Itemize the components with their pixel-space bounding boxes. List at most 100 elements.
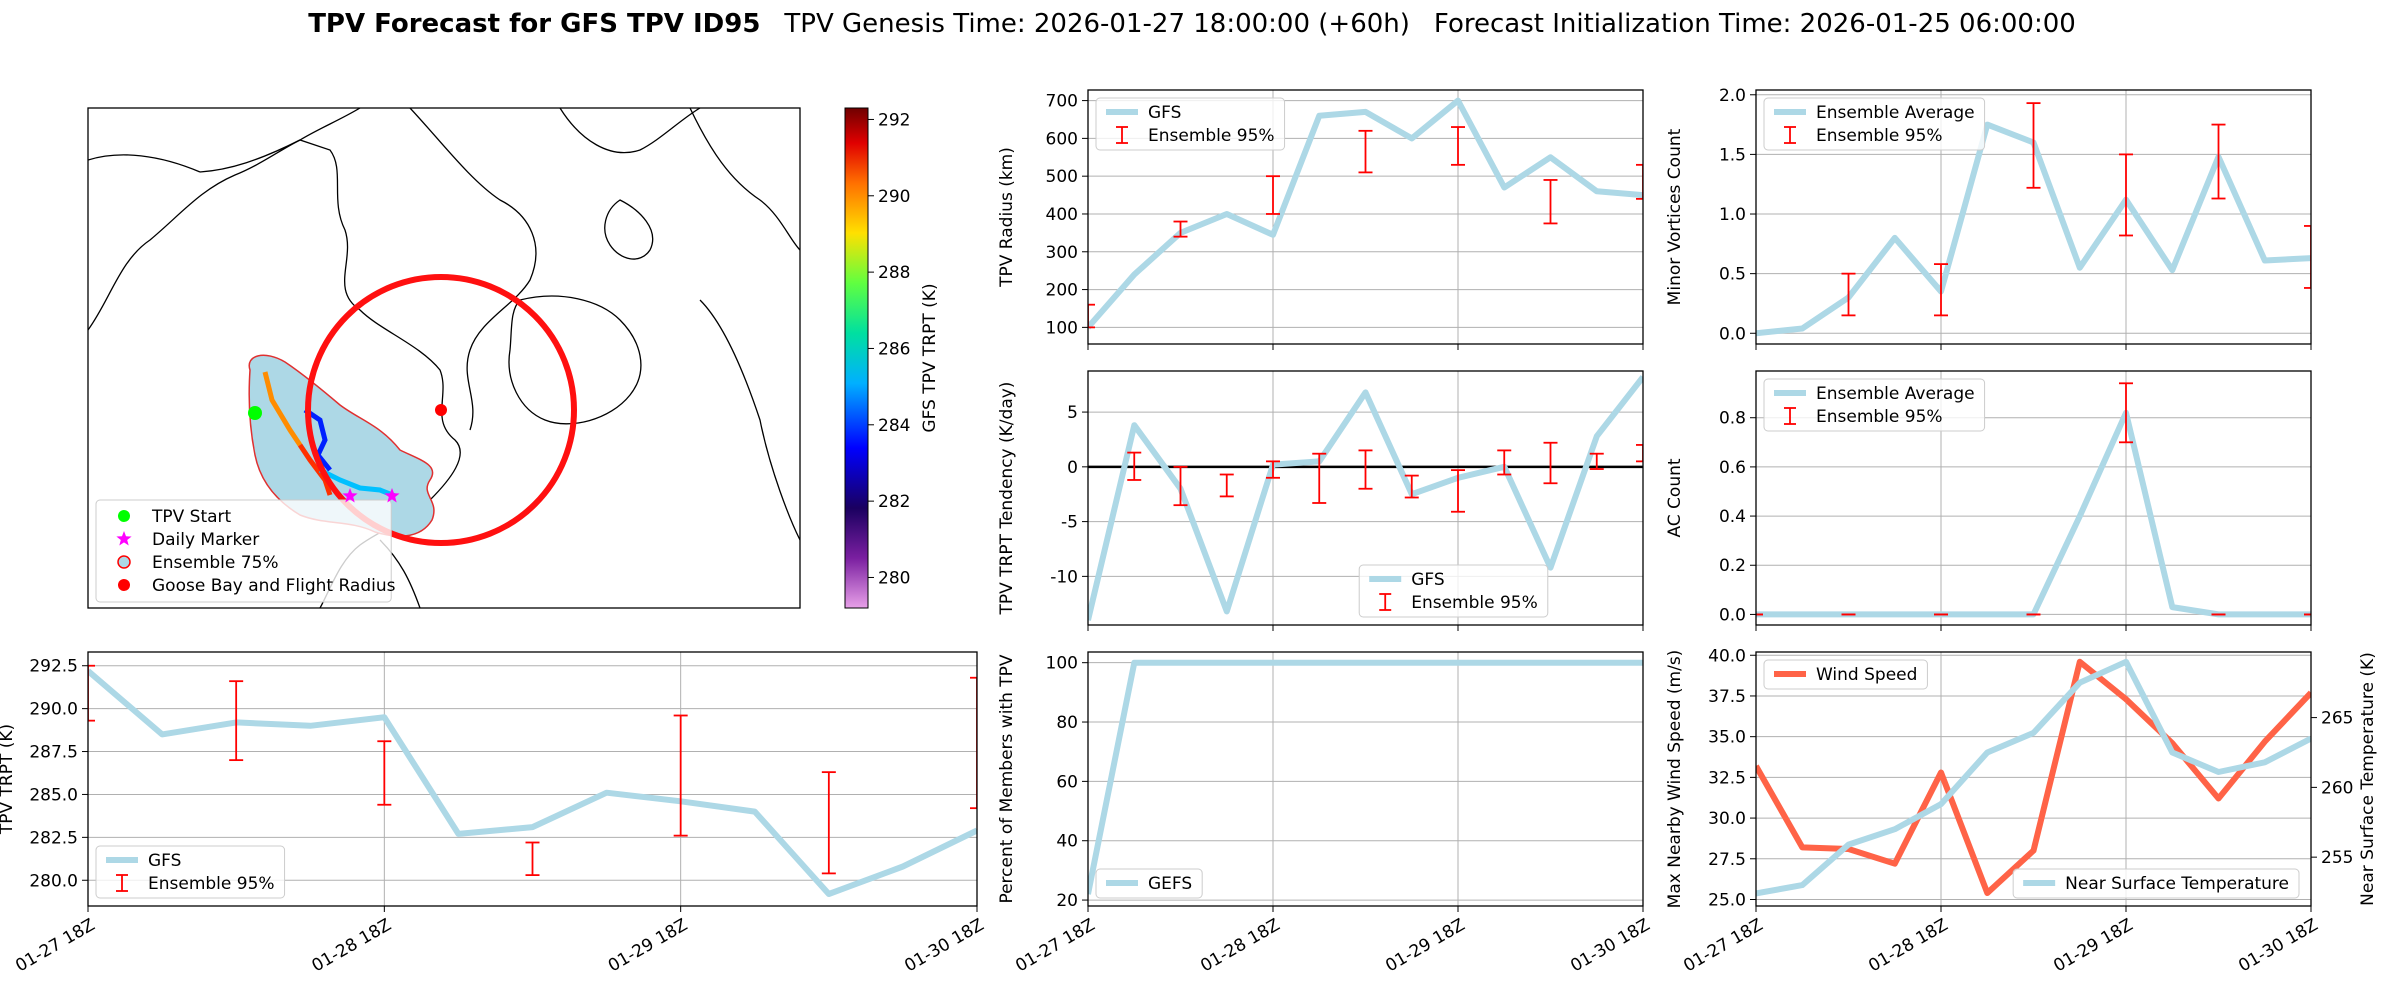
legend-label: Near Surface Temperature: [2065, 874, 2289, 894]
axes-frame: [1755, 370, 2312, 626]
y-tick-label: 0.0: [1719, 605, 1746, 625]
colorbar-tick-label: 280: [878, 568, 910, 588]
x-tick-label: 01-29 18Z: [605, 915, 691, 976]
plot-area: [88, 664, 977, 897]
y-tick-label: 0.6: [1719, 458, 1746, 478]
y-tick-label: 37.5: [1708, 687, 1746, 707]
colorbar-tick-label: 286: [878, 339, 910, 359]
x-tick-label: 01-28 18Z: [1865, 915, 1951, 976]
y2-tick-label: 255: [2321, 848, 2353, 868]
data-line: [1756, 658, 2311, 896]
data-line: [1088, 659, 1643, 895]
y-tick-label: 80: [1056, 713, 1078, 733]
y-tick-label: 700: [1046, 92, 1078, 112]
legend: Ensemble Average Ensemble 95%: [1763, 97, 1986, 151]
data-line: [1756, 409, 2311, 618]
y-tick-label: 5: [1067, 403, 1078, 423]
legend-label: Ensemble 95%: [1816, 126, 1943, 146]
figure-title: TPV Forecast for GFS TPV ID95 TPV Genesis…: [308, 9, 2076, 39]
legend-box: [1763, 659, 1928, 690]
y-tick-label: 100: [1046, 654, 1078, 674]
panel: 20 40 60 80 100 01-27 18Z 01-28 18Z 01-29 18Z 01…: [997, 651, 1654, 976]
legend-label: Ensemble 95%: [1411, 593, 1538, 613]
legend: GEFS: [1095, 868, 1203, 899]
y-tick-label: 292.5: [29, 657, 78, 677]
legend-box: [95, 499, 392, 603]
legend-label: Wind Speed: [1816, 665, 1917, 685]
map-overlays: [87, 107, 869, 609]
y-tick-label: 20: [1056, 891, 1078, 911]
y-axis-label: Max Nearby Wind Speed (m/s): [1665, 650, 1685, 909]
legend: GFS Ensemble 95%: [1358, 564, 1549, 618]
plot-area: [1088, 659, 1643, 895]
y-tick-label: 0: [1067, 458, 1078, 478]
axes-frame: [1087, 370, 1644, 626]
axes-frame: [1087, 89, 1644, 345]
y-tick-label: 30.0: [1708, 809, 1746, 829]
x-tick-label: 01-30 18Z: [1567, 915, 1653, 976]
y-tick-label: 400: [1046, 205, 1078, 225]
legend-label: Ensemble Average: [1816, 384, 1975, 404]
legend-label: Ensemble Average: [1816, 103, 1975, 123]
legend-box: [1095, 97, 1286, 151]
y-tick-label: 1.5: [1719, 145, 1746, 165]
y-tick-label: 280.0: [29, 871, 78, 891]
legend-box: [95, 845, 286, 899]
axes-frame: [1755, 651, 2312, 907]
legend: TPV Start Daily Marker Ensemble 75% Goose B…: [95, 499, 396, 603]
map-panel: TPV Start Daily Marker Ensemble 75% Goose B…: [95, 110, 940, 603]
legend-box: [2012, 868, 2300, 899]
y-tick-label: 0.4: [1719, 507, 1746, 527]
y-axis-label: Percent of Members with TPV: [997, 654, 1017, 903]
y-tick-label: 300: [1046, 243, 1078, 263]
y2-axis-label: Near Surface Temperature (K): [2358, 652, 2378, 906]
legend: Wind Speed: [1763, 659, 1928, 690]
legend-marker: [116, 531, 132, 546]
y-axis-label: TPV TRPT (K): [0, 724, 17, 835]
x-tick-label: 01-27 18Z: [1012, 915, 1098, 976]
axes-frame: [87, 651, 978, 907]
panel: -10 -5 0 5 TPV TRPT Tendency (K/day) GFS Ensem…: [997, 370, 1644, 631]
colorbar-tick-label: 292: [878, 110, 910, 130]
y-tick-label: 1.0: [1719, 205, 1746, 225]
plot-area: [1088, 375, 1643, 621]
title-main: TPV Forecast for GFS TPV ID95: [308, 9, 760, 39]
y-tick-label: 60: [1056, 772, 1078, 792]
legend-box: [1095, 868, 1203, 899]
panel: 25.0 27.5 30.0 32.5 35.0 37.5 40.0 255 260 265 01-…: [1665, 646, 2378, 976]
y-tick-label: 290.0: [29, 700, 78, 720]
y-tick-label: 25.0: [1708, 890, 1746, 910]
y-axis-label: TPV Radius (km): [997, 147, 1017, 288]
y2-tick-label: 260: [2321, 778, 2353, 798]
legend-label: GEFS: [1148, 874, 1192, 894]
y-tick-label: 282.5: [29, 828, 78, 848]
y-tick-label: 285.0: [29, 785, 78, 805]
init-time: Forecast Initialization Time: 2026-01-25…: [1434, 9, 2076, 39]
legend-label: TPV Start: [151, 507, 232, 527]
axes-frame: [1087, 651, 1644, 907]
y-axis-label: TPV TRPT Tendency (K/day): [997, 382, 1017, 616]
y-tick-label: 40: [1056, 832, 1078, 852]
y-tick-label: 40.0: [1708, 646, 1746, 666]
x-tick-label: 01-29 18Z: [2050, 915, 2136, 976]
y-tick-label: 32.5: [1708, 768, 1746, 788]
y-tick-label: 600: [1046, 129, 1078, 149]
colorbar-label: GFS TPV TRPT (K): [920, 283, 940, 432]
daily-marker: [342, 488, 358, 503]
plot-area: [1088, 97, 1643, 330]
legend: Ensemble Average Ensemble 95%: [1763, 378, 1986, 432]
panel: 100 200 300 400 500 600 700 TPV Radius (km) GFS E…: [997, 89, 1644, 350]
y-tick-label: 2.0: [1719, 86, 1746, 106]
y-tick-label: 0.2: [1719, 556, 1746, 576]
colorbar-tick-label: 288: [878, 263, 910, 283]
legend-box: [1763, 97, 1986, 151]
y-tick-label: 35.0: [1708, 728, 1746, 748]
legend-label: Daily Marker: [152, 530, 259, 550]
panel: 0.0 0.5 1.0 1.5 2.0 Minor Vortices Count Ensem…: [1665, 86, 2312, 350]
y2-tick-label: 265: [2321, 709, 2353, 729]
daily-marker: [384, 488, 400, 503]
y-tick-label: 200: [1046, 281, 1078, 301]
legend-label: Ensemble 75%: [152, 553, 279, 573]
